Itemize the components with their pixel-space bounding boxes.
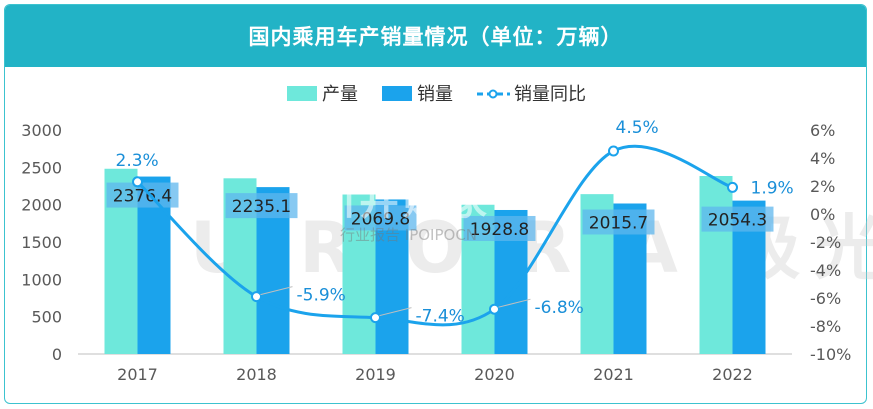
yoy-value-label: 2.3% [116,151,159,171]
yoy-point [608,145,619,157]
x-tick-label: 2022 [712,365,753,384]
yoy-leader-line [260,286,293,296]
y-right-tick-label: -2% [810,233,841,252]
sales-value-label: 2376.4 [113,187,172,207]
yoy-value-label: 1.9% [751,178,794,198]
yoy-point [370,312,381,324]
x-tick-label: 2018 [236,365,277,384]
y-left-tick-label: 2000 [21,196,62,215]
legend-swatch-production [287,86,317,101]
x-tick-label: 2019 [355,365,396,384]
legend-label-yoy: 销量同比 [514,84,586,105]
x-tick-label: 2021 [593,365,634,384]
yoy-value-label: -6.8% [535,298,584,318]
yoy-point [251,291,262,303]
bar-production [699,175,733,354]
chart-frame: 国内乘用车产销量情况（单位：万辆） [4,4,867,404]
sales-label-box [582,209,655,235]
yoy-value-label: 4.5% [616,118,659,138]
title-bar: 国内乘用车产销量情况（单位：万辆） [5,5,866,67]
x-tick-label: 2020 [474,365,515,384]
yoy-leader-line [498,298,531,308]
x-tick-label: 2017 [117,365,158,384]
chart-title: 国内乘用车产销量情况（单位：万辆） [248,25,623,49]
sales-value-label: 2015.7 [589,213,648,233]
y-left-tick-label: 1000 [21,270,62,289]
yoy-leader-line [379,307,412,317]
sales-label-box [701,206,774,232]
yoy-point [727,181,738,193]
y-right-tick-label: -8% [810,317,841,336]
sales-value-label: 2054.3 [708,211,767,231]
sales-value-label: 2235.1 [232,197,291,217]
yoy-value-label: -5.9% [297,286,346,306]
y-left-tick-label: 1500 [21,233,62,252]
y-right-tick-label: 2% [810,177,835,196]
yoy-line [136,144,734,327]
legend-label-sales: 销量 [417,84,453,105]
y-left-tick-label: 500 [31,308,62,327]
legend-swatch-sales [382,86,412,101]
yoy-point [132,176,143,188]
sales-value-label: 2069.8 [351,209,410,229]
sales-value-label: 1928.8 [470,220,529,240]
legend-label-production: 产量 [322,84,358,105]
y-right-tick-label: -6% [810,289,841,308]
y-right-tick-label: 4% [810,149,835,168]
legend-swatch-yoy-point [488,89,498,99]
y-right-tick-label: -10% [810,345,851,364]
yoy-point [489,303,500,315]
y-right-tick-label: 0% [810,205,835,224]
y-left-tick-label: 2500 [21,158,62,177]
sales-label-box [344,205,417,231]
yoy-value-label: -7.4% [416,307,465,327]
y-left-tick-label: 0 [52,345,62,364]
sales-label-box [225,193,298,219]
y-left-tick-label: 3000 [21,121,62,140]
y-right-tick-label: 6% [810,121,835,140]
sales-label-box [463,215,536,241]
y-right-tick-label: -4% [810,261,841,280]
